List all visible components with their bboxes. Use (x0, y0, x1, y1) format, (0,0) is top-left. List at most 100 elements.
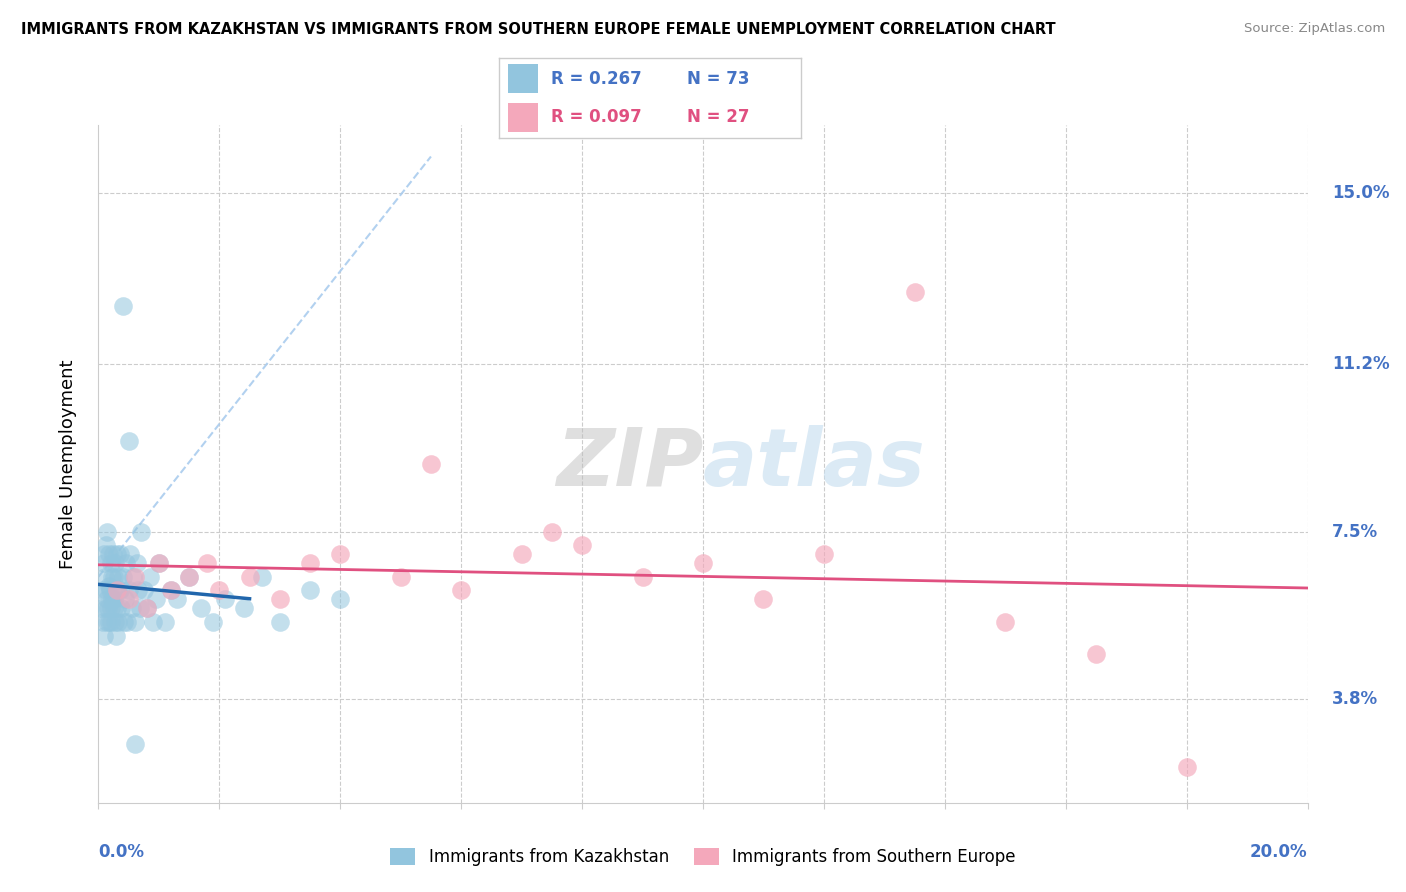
Point (160, 583, 183, 598)
Point (389, 570, 412, 584)
Point (631, 570, 654, 584)
Point (202, 615, 225, 629)
Point (121, 601, 143, 615)
Point (96, 592, 118, 607)
Point (1175, 759, 1198, 773)
Point (105, 601, 128, 615)
Point (124, 570, 146, 584)
Point (111, 570, 134, 584)
Text: 3.8%: 3.8% (1331, 690, 1378, 708)
Point (107, 570, 129, 584)
FancyBboxPatch shape (508, 64, 538, 94)
Point (93, 556, 115, 570)
Point (96, 583, 118, 598)
Point (100, 570, 122, 584)
Point (1085, 647, 1108, 661)
Point (148, 556, 170, 570)
FancyBboxPatch shape (508, 103, 538, 132)
Point (190, 601, 212, 615)
Text: N = 27: N = 27 (686, 109, 749, 127)
Point (904, 285, 927, 299)
Point (127, 583, 149, 598)
Point (135, 601, 157, 615)
Point (111, 299, 134, 313)
Point (122, 570, 145, 584)
Point (540, 524, 562, 539)
Point (420, 457, 443, 471)
Point (232, 601, 254, 615)
Point (692, 556, 714, 570)
Point (214, 592, 236, 607)
Point (91, 583, 114, 598)
Legend: Immigrants from Kazakhstan, Immigrants from Southern Europe: Immigrants from Kazakhstan, Immigrants f… (384, 841, 1022, 873)
Point (101, 547, 124, 561)
Point (110, 601, 132, 615)
Point (96, 538, 118, 552)
Point (91, 615, 114, 629)
Point (100, 615, 122, 629)
Text: atlas: atlas (703, 425, 925, 503)
Point (112, 615, 135, 629)
Text: 15.0%: 15.0% (1331, 184, 1389, 202)
Point (96, 615, 118, 629)
Point (105, 583, 128, 598)
Point (132, 583, 155, 598)
Point (813, 547, 835, 561)
Text: R = 0.097: R = 0.097 (551, 109, 641, 127)
Point (160, 583, 183, 598)
Text: IMMIGRANTS FROM KAZAKHSTAN VS IMMIGRANTS FROM SOUTHERN EUROPE FEMALE UNEMPLOYMEN: IMMIGRANTS FROM KAZAKHSTAN VS IMMIGRANTS… (21, 22, 1056, 37)
Point (571, 538, 593, 552)
Point (97, 601, 120, 615)
Point (117, 615, 139, 629)
Point (125, 556, 148, 570)
Point (124, 737, 146, 751)
Point (105, 547, 128, 561)
Point (250, 570, 273, 584)
Point (93, 629, 115, 643)
Text: ZIP: ZIP (555, 425, 703, 503)
Point (118, 434, 141, 449)
Point (103, 601, 125, 615)
Point (299, 556, 322, 570)
Point (752, 592, 775, 607)
Point (179, 570, 201, 584)
Point (98, 583, 121, 598)
Point (96, 524, 118, 539)
Point (100, 556, 122, 570)
Point (329, 547, 352, 561)
Point (128, 601, 150, 615)
Point (94, 601, 117, 615)
Point (145, 592, 167, 607)
Point (97, 579, 120, 593)
Text: 11.2%: 11.2% (1331, 355, 1389, 374)
Point (129, 524, 152, 539)
Text: 7.5%: 7.5% (1331, 523, 1378, 541)
Text: 0.0%: 0.0% (98, 844, 145, 862)
Point (269, 592, 291, 607)
Point (94, 570, 117, 584)
Point (135, 601, 157, 615)
Point (142, 615, 165, 629)
Point (195, 556, 218, 570)
Point (105, 583, 128, 598)
Point (148, 556, 170, 570)
Point (450, 583, 472, 598)
Point (107, 615, 129, 629)
Point (93, 547, 115, 561)
Point (208, 583, 231, 598)
Point (100, 601, 122, 615)
Point (299, 583, 322, 598)
Point (104, 629, 127, 643)
Point (114, 592, 136, 607)
Point (98, 547, 121, 561)
Point (994, 615, 1017, 629)
Point (118, 592, 141, 607)
Point (98, 615, 121, 629)
Point (269, 615, 291, 629)
Point (114, 556, 136, 570)
Point (104, 556, 127, 570)
Point (101, 592, 124, 607)
Point (108, 547, 131, 561)
Point (104, 615, 127, 629)
Text: R = 0.267: R = 0.267 (551, 70, 641, 87)
